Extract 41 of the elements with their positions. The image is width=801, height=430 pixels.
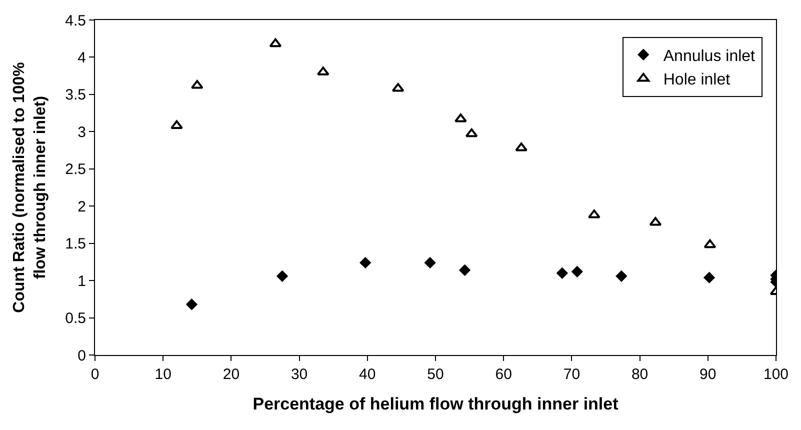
y-axis-title: Count Ratio (normalised to 100% flow through inner inlet) <box>11 62 50 313</box>
x-tick-label: 40 <box>359 366 376 383</box>
point <box>556 267 568 279</box>
point <box>616 270 628 282</box>
point <box>392 82 404 92</box>
legend-label: Annulus inlet <box>663 48 756 65</box>
y-tick-label: 3 <box>78 124 86 141</box>
y-tick-label: 4.5 <box>65 12 86 30</box>
y-tick-label: 4 <box>78 49 86 66</box>
x-tick-label: 50 <box>427 366 444 383</box>
point <box>458 264 471 276</box>
x-tick-label: 20 <box>222 366 240 383</box>
x-tick-label: 10 <box>154 366 172 383</box>
point <box>703 272 716 284</box>
x-tick-label: 60 <box>495 366 512 383</box>
x-tick-label: 80 <box>631 366 648 383</box>
point <box>424 256 436 269</box>
x-tick-label: 0 <box>90 366 100 383</box>
x-axis-title: Percentage of helium flow through inner inlet <box>252 394 619 414</box>
y-tick-label: 3.5 <box>65 86 86 104</box>
point <box>170 120 183 129</box>
y-tick-label: 2.5 <box>65 161 86 178</box>
x-tick-label: 90 <box>700 366 716 383</box>
point <box>360 256 372 269</box>
point <box>269 38 282 48</box>
point <box>276 270 288 282</box>
point <box>186 298 198 310</box>
legend-label: Hole inlet <box>663 72 731 89</box>
point <box>704 239 716 248</box>
x-tick-label: 30 <box>290 366 308 383</box>
point <box>454 114 467 122</box>
y-tick-label: 1 <box>78 272 86 290</box>
point <box>649 216 662 226</box>
y-tick-label: 1.5 <box>65 236 86 253</box>
point <box>571 266 583 278</box>
point <box>465 128 478 138</box>
y-tick-label: 0 <box>78 347 86 364</box>
x-tick-label: 70 <box>563 366 580 383</box>
y-tick-label: 0.5 <box>65 310 86 328</box>
x-tick-label: 100 <box>763 366 789 383</box>
y-tick-label: 2 <box>78 198 86 216</box>
